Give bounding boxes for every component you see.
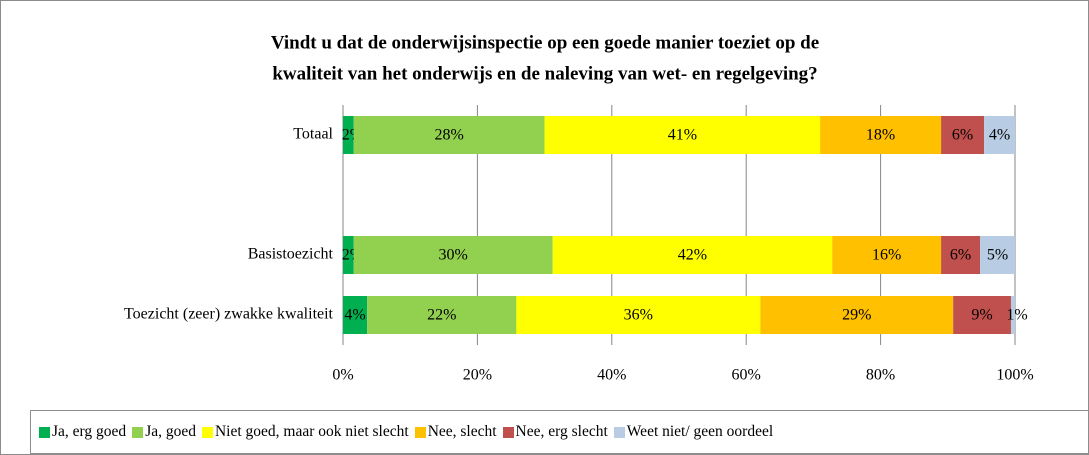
legend-label: Niet goed, maar ook niet slecht (214, 423, 409, 440)
legend-swatch (414, 426, 426, 438)
data-label: 6% (950, 247, 971, 264)
legend-item: Niet goed, maar ook niet slecht (201, 423, 409, 441)
bar-segment (552, 236, 833, 274)
data-label: 18% (866, 127, 895, 144)
data-label: 1% (1006, 307, 1027, 324)
bar-segment (1010, 296, 1015, 334)
bar-segment (343, 296, 368, 334)
x-tick-label: 0% (332, 367, 353, 384)
data-label: 6% (952, 127, 973, 144)
legend-label: Nee, erg slecht (515, 423, 608, 440)
x-tick-label: 40% (597, 367, 626, 384)
bar-segment (820, 116, 942, 154)
data-label: 42% (678, 247, 707, 264)
legend: Ja, erg goed Ja, goed Niet goed, maar ook … (30, 410, 1088, 454)
legend-label: Ja, goed (145, 423, 196, 440)
bar-segment (343, 236, 354, 274)
data-label: 22% (427, 307, 456, 324)
legend-swatch (39, 426, 50, 438)
x-tick-label: 100% (996, 367, 1033, 384)
data-label: 28% (435, 127, 464, 144)
y-tick-label: Basistoezicht (248, 246, 334, 263)
data-label: 4% (344, 307, 365, 324)
legend-label: Nee, slecht (427, 423, 497, 440)
data-label: 41% (668, 127, 697, 144)
bar-segment (343, 116, 354, 154)
data-label: 16% (872, 247, 901, 264)
legend-swatch (201, 426, 213, 438)
legend-label: Ja, erg goed (52, 423, 127, 440)
bar-segment (760, 296, 954, 334)
y-tick-label: Toezicht (zeer) zwakke kwaliteit (124, 306, 334, 323)
data-label: 29% (842, 307, 871, 324)
y-tick-label: Totaal (293, 126, 333, 143)
bar-segment (941, 116, 985, 154)
bar-segment (353, 236, 553, 274)
data-label: 5% (987, 247, 1008, 264)
legend-swatch (132, 426, 144, 438)
x-tick-label: 60% (732, 367, 761, 384)
x-tick-label: 80% (866, 367, 895, 384)
legend-item: Ja, erg goed (39, 423, 126, 441)
data-label: 30% (439, 247, 468, 264)
bar-segment (980, 236, 1015, 274)
legend-label: Weet niet/ geen oordeel (626, 423, 774, 440)
chart-title: Vindt u dat de onderwijsinspectie op een… (271, 32, 819, 53)
legend-swatch (502, 426, 514, 438)
data-label: 4% (989, 127, 1010, 144)
data-label: 36% (624, 307, 653, 324)
x-tick-label: 20% (463, 367, 492, 384)
legend-item: Ja, goed (132, 423, 196, 441)
legend-item: Weet niet/ geen oordeel (613, 423, 774, 441)
bar-segment (544, 116, 821, 154)
data-label: 9% (971, 307, 992, 324)
bar-segment (367, 296, 517, 334)
bar-segment (984, 116, 1015, 154)
bar-segment (516, 296, 761, 334)
bar-segment (953, 296, 1011, 334)
bar-segment (941, 236, 981, 274)
bar-segment (832, 236, 942, 274)
legend-item: Nee, slecht (414, 423, 497, 441)
bar-segment (353, 116, 545, 154)
legend-swatch (613, 426, 625, 438)
legend-item: Nee, erg slecht (502, 423, 608, 441)
chart-title: kwaliteit van het onderwijs en de nalevi… (272, 63, 817, 84)
